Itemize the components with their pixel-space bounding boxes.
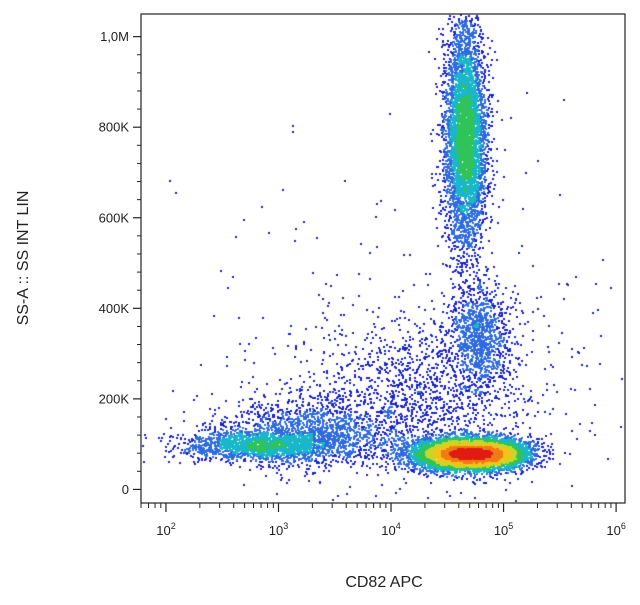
x-tick-label: 102 <box>156 521 175 538</box>
y-tick-label: 1,0M <box>100 29 129 44</box>
y-tick-label: 400K <box>99 301 130 316</box>
x-tick-label: 105 <box>494 521 513 538</box>
y-axis: 0 200K 400K 600K 800K 1,0M <box>99 29 141 497</box>
x-axis-title: CD82 APC <box>345 574 422 591</box>
y-tick-label: 200K <box>99 391 130 406</box>
plot-frame <box>140 13 626 504</box>
x-tick-label: 106 <box>606 521 625 538</box>
x-axis: 102 103 104 105 106 <box>140 503 626 538</box>
x-tick-label: 103 <box>269 521 288 538</box>
y-axis-title: SS-A :: SS INT LIN <box>15 191 32 326</box>
y-tick-label: 600K <box>99 210 130 225</box>
x-tick-label: 104 <box>381 521 400 538</box>
scatter-points <box>141 14 625 503</box>
y-tick-label: 0 <box>122 482 129 497</box>
y-tick-label: 800K <box>99 120 130 135</box>
